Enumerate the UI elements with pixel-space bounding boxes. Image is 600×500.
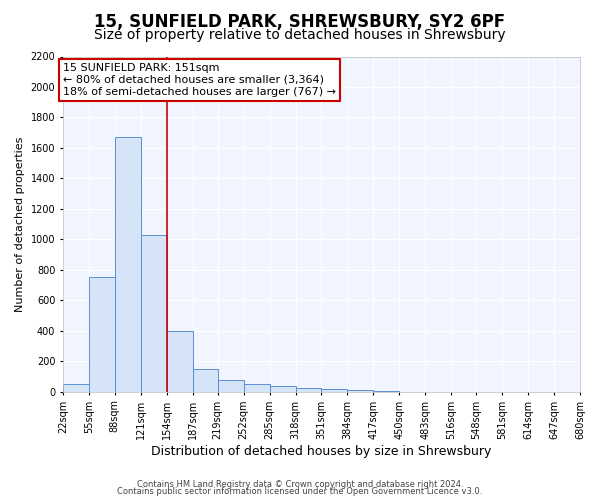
Bar [218, 380, 244, 392]
Text: Contains HM Land Registry data © Crown copyright and database right 2024.: Contains HM Land Registry data © Crown c… [137, 480, 463, 489]
Bar [193, 369, 218, 392]
Bar [269, 386, 296, 392]
Text: 15 SUNFIELD PARK: 151sqm
← 80% of detached houses are smaller (3,364)
18% of sem: 15 SUNFIELD PARK: 151sqm ← 80% of detach… [63, 64, 336, 96]
Text: 15, SUNFIELD PARK, SHREWSBURY, SY2 6PF: 15, SUNFIELD PARK, SHREWSBURY, SY2 6PF [94, 12, 506, 30]
Text: Contains public sector information licensed under the Open Government Licence v3: Contains public sector information licen… [118, 488, 482, 496]
Text: Size of property relative to detached houses in Shrewsbury: Size of property relative to detached ho… [94, 28, 506, 42]
Y-axis label: Number of detached properties: Number of detached properties [15, 136, 25, 312]
Bar [167, 331, 193, 392]
X-axis label: Distribution of detached houses by size in Shrewsbury: Distribution of detached houses by size … [151, 444, 491, 458]
Bar [244, 384, 269, 392]
Bar [373, 391, 399, 392]
Bar [322, 389, 347, 392]
Bar [89, 278, 115, 392]
Bar [63, 384, 89, 392]
Bar [141, 235, 167, 392]
Bar [296, 388, 322, 392]
Bar [115, 138, 141, 392]
Bar [347, 390, 373, 392]
